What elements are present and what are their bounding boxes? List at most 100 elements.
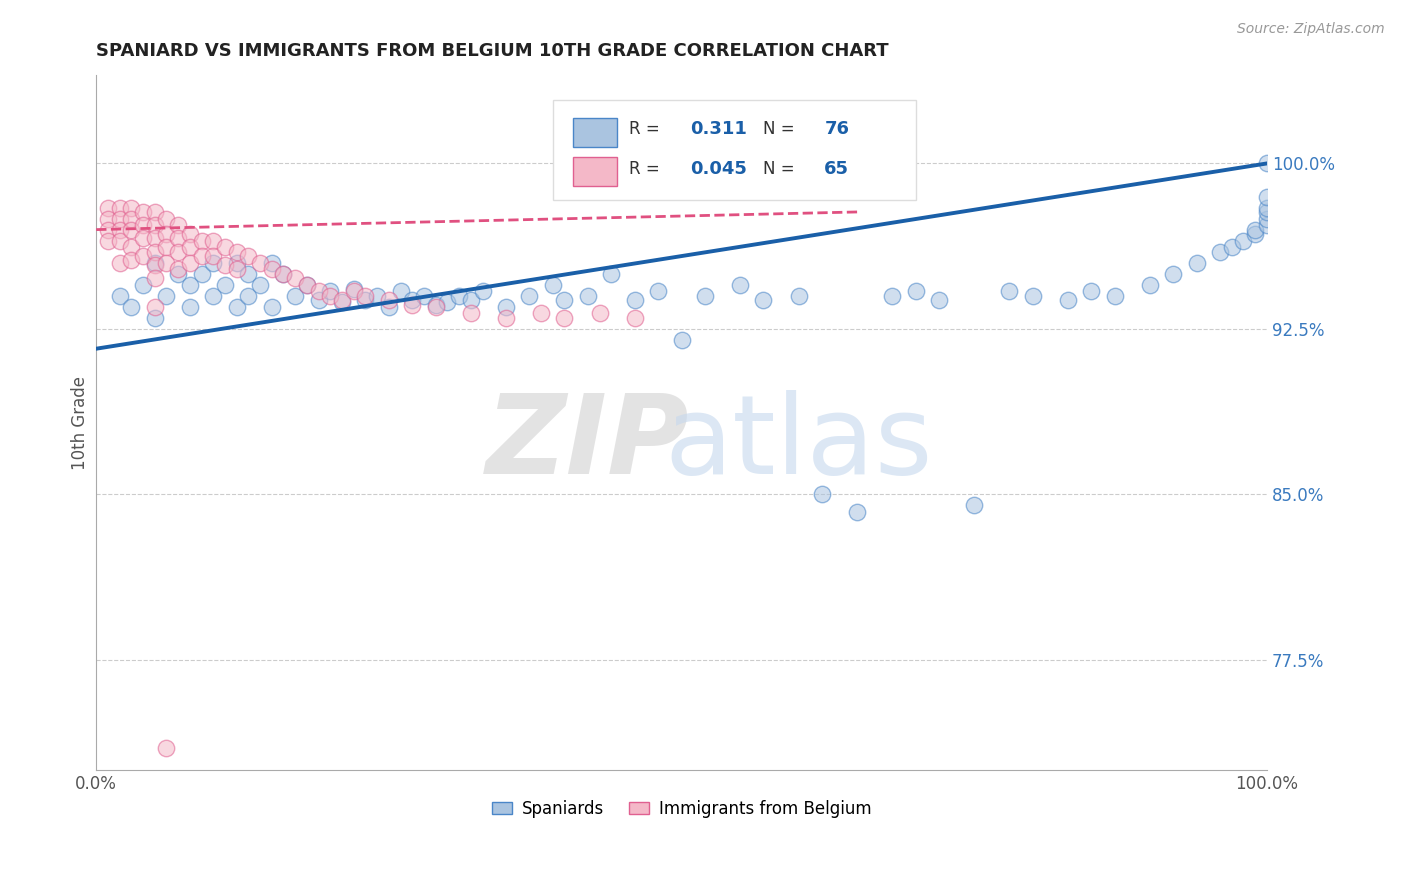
Point xyxy=(284,271,307,285)
Point xyxy=(167,244,190,259)
Point xyxy=(623,310,645,325)
Point xyxy=(132,249,155,263)
Legend: Spaniards, Immigrants from Belgium: Spaniards, Immigrants from Belgium xyxy=(485,793,879,824)
Point xyxy=(928,293,950,308)
Point xyxy=(179,255,201,269)
Point xyxy=(1022,289,1045,303)
Point xyxy=(238,249,260,263)
Text: N =: N = xyxy=(763,120,800,137)
Point xyxy=(238,289,260,303)
Point xyxy=(132,205,155,219)
Point xyxy=(517,289,540,303)
Point xyxy=(1220,240,1243,254)
Text: Source: ZipAtlas.com: Source: ZipAtlas.com xyxy=(1237,22,1385,37)
Point xyxy=(588,306,610,320)
Point xyxy=(143,258,166,272)
Point xyxy=(249,255,271,269)
Point xyxy=(120,240,142,254)
Point xyxy=(553,293,575,308)
Text: 76: 76 xyxy=(824,120,849,137)
Point xyxy=(401,297,423,311)
Point xyxy=(273,267,295,281)
Point xyxy=(284,289,307,303)
Point xyxy=(120,201,142,215)
Point xyxy=(167,231,190,245)
Point xyxy=(143,231,166,245)
Text: 65: 65 xyxy=(824,160,849,178)
Point xyxy=(752,293,775,308)
Point xyxy=(600,267,623,281)
Point xyxy=(214,258,236,272)
Point xyxy=(354,289,377,303)
Point xyxy=(190,267,212,281)
Point xyxy=(132,218,155,232)
Point xyxy=(647,285,669,299)
Point xyxy=(846,505,869,519)
Point xyxy=(553,310,575,325)
Point xyxy=(378,300,401,314)
Point xyxy=(132,277,155,292)
Point xyxy=(120,222,142,236)
Point xyxy=(132,231,155,245)
Point xyxy=(728,277,751,292)
Point xyxy=(214,277,236,292)
FancyBboxPatch shape xyxy=(553,100,915,201)
Text: atlas: atlas xyxy=(665,390,932,497)
Point xyxy=(904,285,927,299)
Point xyxy=(425,300,447,314)
Point xyxy=(354,293,377,308)
Point xyxy=(179,300,201,314)
Point xyxy=(167,262,190,277)
Point xyxy=(97,222,120,236)
Point xyxy=(308,293,330,308)
Text: R =: R = xyxy=(628,120,665,137)
Point xyxy=(295,277,318,292)
Point xyxy=(190,234,212,248)
Point xyxy=(811,487,834,501)
Point xyxy=(623,293,645,308)
Point xyxy=(225,244,247,259)
Point xyxy=(882,289,904,303)
Point xyxy=(1244,227,1267,241)
Point xyxy=(143,271,166,285)
Point xyxy=(1256,189,1278,203)
Point xyxy=(308,285,330,299)
Point xyxy=(693,289,716,303)
Point xyxy=(1080,285,1102,299)
Point xyxy=(202,234,225,248)
Y-axis label: 10th Grade: 10th Grade xyxy=(72,376,89,469)
Point xyxy=(202,249,225,263)
Point xyxy=(671,333,693,347)
Point xyxy=(273,267,295,281)
Point xyxy=(108,289,131,303)
Point xyxy=(1244,222,1267,236)
Point xyxy=(179,227,201,241)
Point xyxy=(143,310,166,325)
Point xyxy=(167,218,190,232)
Text: N =: N = xyxy=(763,160,800,178)
Point xyxy=(1104,289,1126,303)
Point xyxy=(190,249,212,263)
Point xyxy=(413,289,436,303)
Point xyxy=(343,285,366,299)
Point xyxy=(495,310,517,325)
Point xyxy=(155,740,177,755)
Point xyxy=(576,289,599,303)
Point xyxy=(120,253,142,268)
Text: ZIP: ZIP xyxy=(486,390,689,497)
Point xyxy=(97,234,120,248)
Point xyxy=(97,211,120,226)
Point xyxy=(143,255,166,269)
Point xyxy=(108,201,131,215)
Point xyxy=(202,255,225,269)
Point xyxy=(541,277,564,292)
Point xyxy=(249,277,271,292)
Point xyxy=(155,255,177,269)
Point xyxy=(1256,218,1278,232)
Point xyxy=(460,306,482,320)
Point xyxy=(425,297,447,311)
Text: 0.045: 0.045 xyxy=(690,160,747,178)
Point xyxy=(120,211,142,226)
Point xyxy=(401,293,423,308)
Point xyxy=(389,285,412,299)
